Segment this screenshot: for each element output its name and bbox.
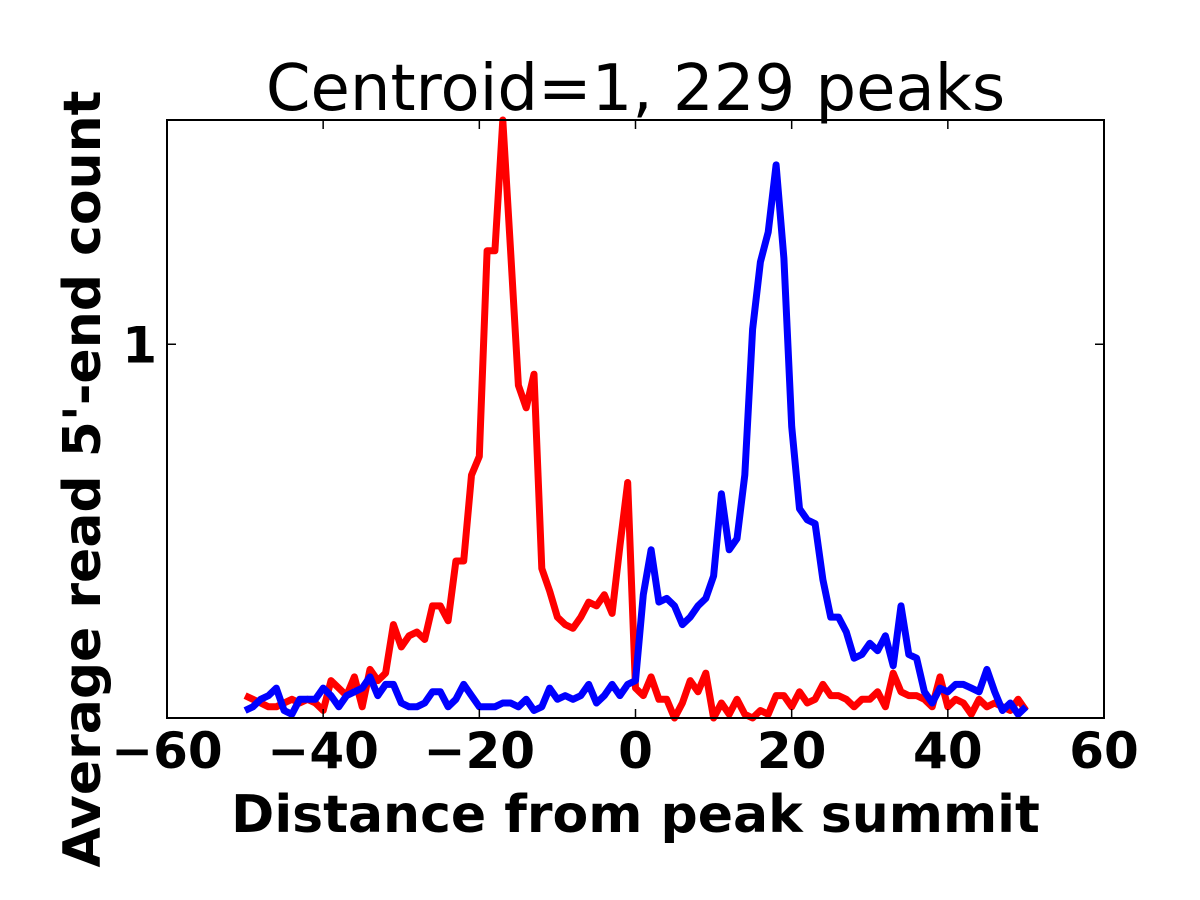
y-tick-label: 1 — [122, 316, 157, 374]
x-tick-label: 20 — [757, 722, 827, 780]
series-layer — [243, 116, 1029, 722]
series-line-2 — [243, 161, 1029, 718]
x-tick-label: −40 — [267, 722, 378, 780]
x-tick-label: −20 — [424, 722, 535, 780]
y-axis-label: Average read 5'-end count — [53, 91, 113, 868]
x-tick-label: 0 — [618, 722, 653, 780]
plot-frame — [166, 119, 1105, 719]
tick-layer: −60 −40 −20 0 20 40 60 1 — [111, 120, 1139, 780]
series-line-1 — [243, 116, 1029, 722]
x-tick-label: 40 — [913, 722, 983, 780]
chart-title: Centroid=1, 229 peaks — [266, 52, 1005, 126]
x-tick-label: 60 — [1069, 722, 1139, 780]
x-tick-label: −60 — [111, 722, 222, 780]
x-axis-label: Distance from peak summit — [231, 785, 1040, 845]
